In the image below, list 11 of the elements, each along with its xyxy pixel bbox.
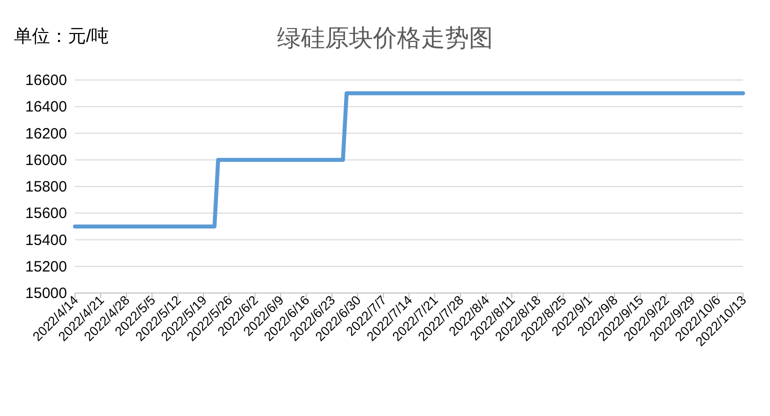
y-tick-label: 15000 bbox=[25, 285, 67, 302]
chart-title: 绿硅原块价格走势图 bbox=[277, 25, 493, 52]
y-tick-label: 15600 bbox=[25, 205, 67, 222]
y-tick-label: 16400 bbox=[25, 98, 67, 116]
text: 单位：元/吨 bbox=[14, 26, 110, 46]
y-tick-label: 16600 bbox=[25, 72, 67, 89]
y-tick-label: 15800 bbox=[25, 178, 67, 196]
y-tick-label: 16000 bbox=[25, 152, 67, 169]
y-tick-label: 15200 bbox=[25, 258, 67, 276]
y-tick-label: 15400 bbox=[25, 232, 67, 249]
y-tick-label: 16200 bbox=[25, 125, 67, 142]
